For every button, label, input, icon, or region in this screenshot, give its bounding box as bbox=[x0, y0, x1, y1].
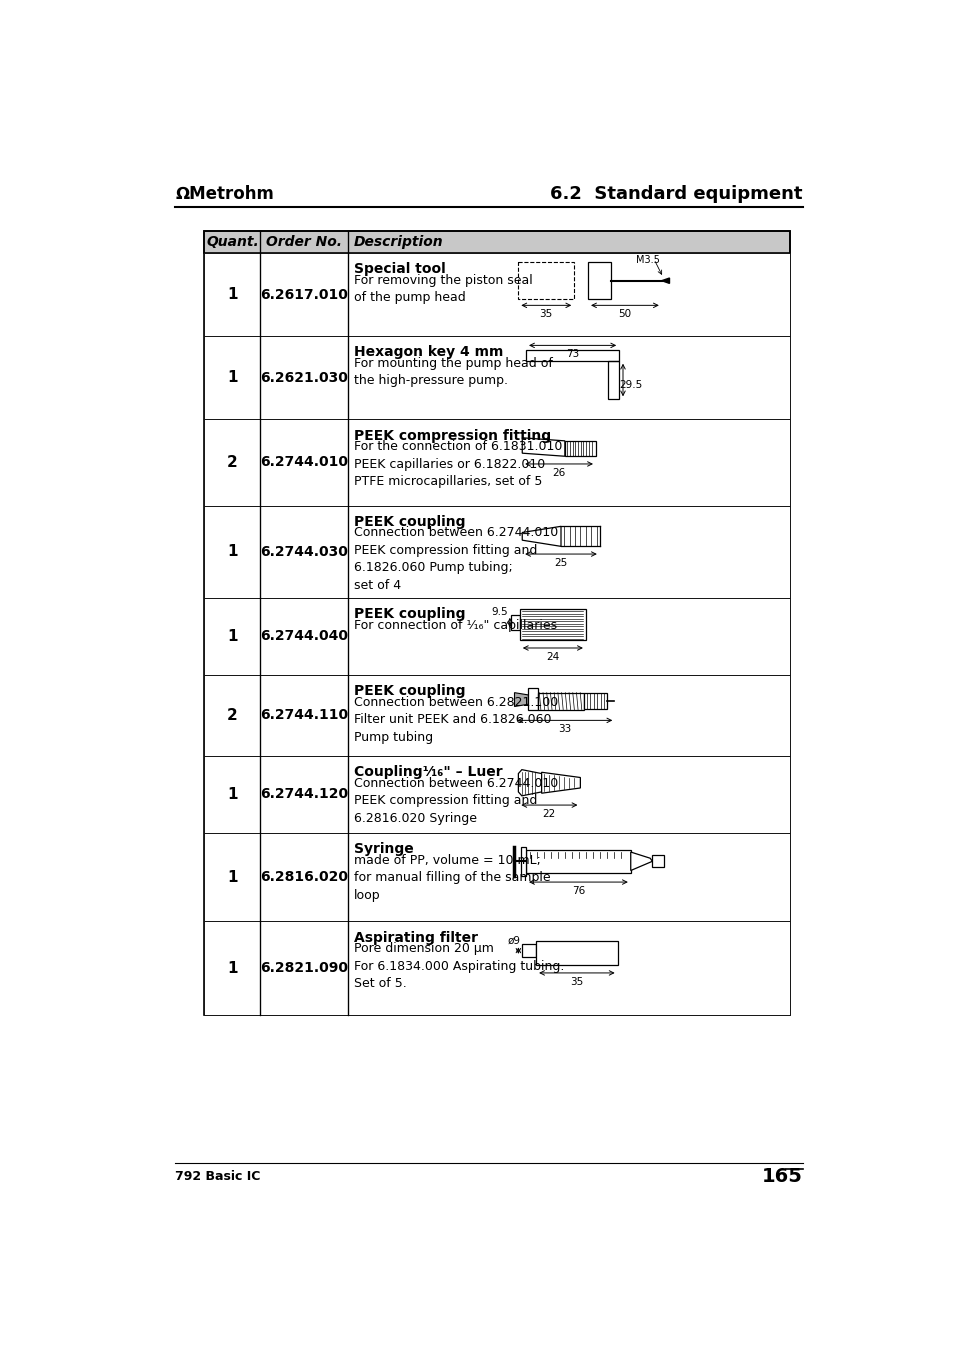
Text: PEEK coupling: PEEK coupling bbox=[354, 684, 465, 698]
Text: made of PP, volume = 10 mL;
for manual filling of the sample
loop: made of PP, volume = 10 mL; for manual f… bbox=[354, 854, 550, 901]
Text: Syringe: Syringe bbox=[354, 842, 414, 857]
Text: 50: 50 bbox=[618, 309, 631, 319]
Text: ø9: ø9 bbox=[507, 936, 520, 946]
Text: 25: 25 bbox=[554, 558, 567, 567]
Text: For connection of ¹⁄₁₆" capillaries: For connection of ¹⁄₁₆" capillaries bbox=[354, 619, 557, 632]
Bar bbox=[521, 944, 536, 957]
Bar bbox=[521, 847, 525, 875]
Text: 1: 1 bbox=[227, 870, 237, 885]
Bar bbox=[204, 598, 789, 676]
Text: 1: 1 bbox=[227, 544, 237, 559]
Text: 2: 2 bbox=[227, 455, 237, 470]
Bar bbox=[204, 231, 789, 253]
Text: 6.2744.030: 6.2744.030 bbox=[260, 544, 348, 559]
Text: 2: 2 bbox=[227, 708, 237, 723]
Text: Quant.: Quant. bbox=[206, 235, 258, 249]
Bar bbox=[525, 350, 618, 361]
Text: Hexagon key 4 mm: Hexagon key 4 mm bbox=[354, 346, 503, 359]
Bar bbox=[652, 855, 663, 867]
Bar bbox=[519, 609, 585, 640]
Bar bbox=[564, 440, 596, 457]
Text: Coupling¹⁄₁₆" – Luer: Coupling¹⁄₁₆" – Luer bbox=[354, 765, 502, 780]
Text: 6.2  Standard equipment: 6.2 Standard equipment bbox=[550, 185, 802, 204]
Polygon shape bbox=[541, 773, 579, 793]
Bar bbox=[204, 921, 789, 1016]
Text: 73: 73 bbox=[565, 349, 578, 359]
Polygon shape bbox=[517, 770, 541, 796]
Text: 1: 1 bbox=[227, 630, 237, 644]
Text: 9.5: 9.5 bbox=[491, 607, 508, 617]
Text: ΩMetrohm: ΩMetrohm bbox=[174, 185, 274, 204]
Text: 6.2744.110: 6.2744.110 bbox=[260, 708, 348, 723]
Text: 165: 165 bbox=[761, 1167, 802, 1186]
Bar bbox=[525, 850, 630, 873]
Bar bbox=[204, 253, 789, 336]
Text: 76: 76 bbox=[571, 886, 584, 896]
Text: 22: 22 bbox=[542, 809, 556, 819]
Text: 33: 33 bbox=[558, 724, 571, 734]
Text: 6.2744.040: 6.2744.040 bbox=[260, 630, 348, 643]
Bar bbox=[528, 688, 537, 709]
Text: Connection between 6.2744.010
PEEK compression fitting and
6.1826.060 Pump tubin: Connection between 6.2744.010 PEEK compr… bbox=[354, 527, 558, 592]
Text: 24: 24 bbox=[546, 651, 558, 662]
Text: Pore dimension 20 μm
For 6.1834.000 Aspirating tubing.
Set of 5.: Pore dimension 20 μm For 6.1834.000 Aspi… bbox=[354, 942, 564, 990]
Text: PEEK coupling: PEEK coupling bbox=[354, 515, 465, 528]
Polygon shape bbox=[521, 527, 560, 546]
Polygon shape bbox=[630, 852, 652, 870]
Text: 6.2821.090: 6.2821.090 bbox=[260, 962, 348, 975]
Bar bbox=[537, 693, 583, 709]
Text: 1: 1 bbox=[227, 286, 237, 303]
Text: 29.5: 29.5 bbox=[618, 380, 641, 390]
Polygon shape bbox=[514, 693, 528, 707]
Text: For mounting the pump head of
the high-pressure pump.: For mounting the pump head of the high-p… bbox=[354, 357, 553, 388]
Bar bbox=[204, 231, 789, 1016]
Text: 26: 26 bbox=[552, 467, 565, 478]
Text: Connection between 6.2821.100
Filter unit PEEK and 6.1826.060
Pump tubing: Connection between 6.2821.100 Filter uni… bbox=[354, 696, 558, 744]
Bar bbox=[204, 676, 789, 755]
Text: M3.5: M3.5 bbox=[635, 255, 659, 265]
Text: 35: 35 bbox=[570, 977, 583, 986]
Text: 6.2744.120: 6.2744.120 bbox=[260, 788, 348, 801]
Text: Description: Description bbox=[354, 235, 443, 249]
Text: For removing the piston seal
of the pump head: For removing the piston seal of the pump… bbox=[354, 274, 533, 304]
Bar bbox=[583, 693, 607, 709]
Bar bbox=[204, 336, 789, 419]
Bar bbox=[587, 262, 611, 299]
Text: Connection between 6.2744.010
PEEK compression fitting and
6.2816.020 Syringe: Connection between 6.2744.010 PEEK compr… bbox=[354, 777, 558, 824]
Text: Aspirating filter: Aspirating filter bbox=[354, 931, 477, 944]
Polygon shape bbox=[521, 438, 564, 457]
Text: PEEK compression fitting: PEEK compression fitting bbox=[354, 428, 551, 443]
Polygon shape bbox=[661, 278, 669, 284]
Text: 1: 1 bbox=[227, 786, 237, 801]
Text: PEEK coupling: PEEK coupling bbox=[354, 607, 465, 621]
Text: 792 Basic IC: 792 Basic IC bbox=[174, 1170, 260, 1183]
Text: For the connection of 6.1831.010
PEEK capillaries or 6.1822.010
PTFE microcapill: For the connection of 6.1831.010 PEEK ca… bbox=[354, 440, 562, 488]
Bar bbox=[608, 361, 618, 400]
Text: 1: 1 bbox=[227, 961, 237, 975]
Bar bbox=[510, 615, 519, 631]
Text: 35: 35 bbox=[539, 309, 553, 319]
Text: 6.2621.030: 6.2621.030 bbox=[260, 370, 348, 385]
Text: 6.2744.010: 6.2744.010 bbox=[260, 455, 348, 469]
Bar bbox=[536, 940, 617, 965]
Text: 6.2617.010: 6.2617.010 bbox=[260, 288, 348, 301]
Text: Special tool: Special tool bbox=[354, 262, 445, 276]
Text: 1: 1 bbox=[227, 370, 237, 385]
Text: Order No.: Order No. bbox=[266, 235, 342, 249]
Bar bbox=[204, 505, 789, 598]
Bar bbox=[204, 419, 789, 505]
Bar bbox=[204, 755, 789, 832]
Bar bbox=[204, 832, 789, 921]
Text: 6.2816.020: 6.2816.020 bbox=[260, 870, 348, 884]
Bar bbox=[517, 262, 574, 299]
